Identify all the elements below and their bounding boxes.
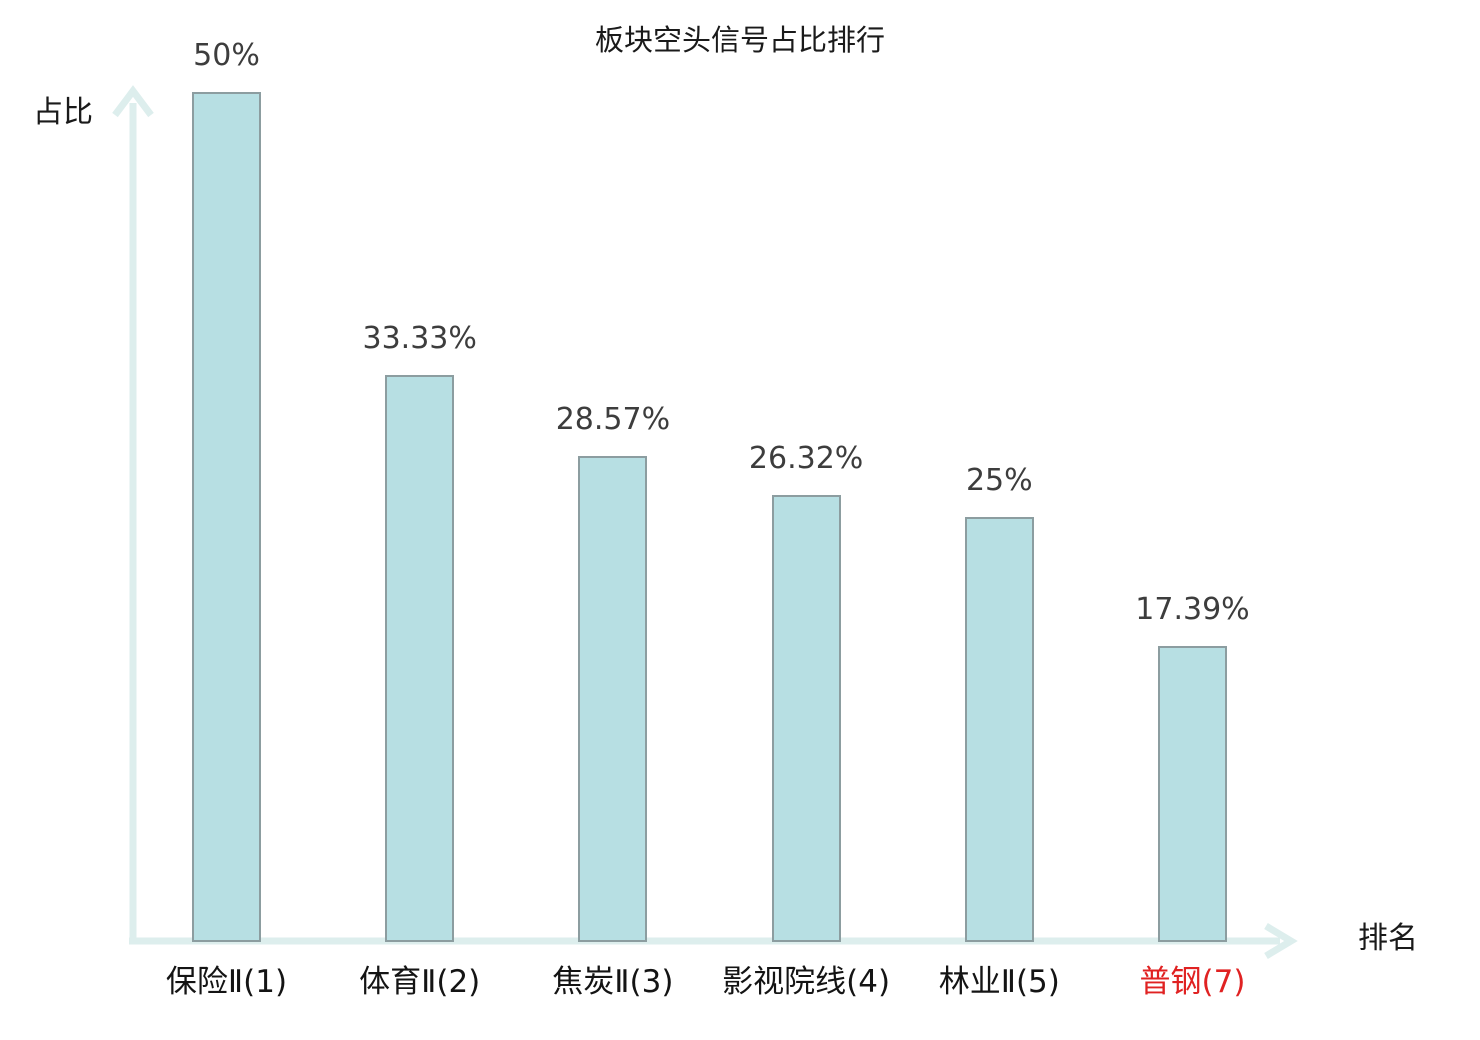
bar-value-label: 26.32%: [748, 440, 864, 476]
bar-value-label: 50%: [193, 38, 260, 73]
bar-category-label: 林业Ⅱ(5): [938, 964, 1060, 1000]
x-axis-label: 排名: [1358, 921, 1418, 956]
y-axis-arrow-icon: [112, 85, 154, 118]
bar-value-label: 25%: [965, 463, 1033, 498]
bar: [578, 456, 648, 942]
bar: [385, 375, 455, 942]
x-axis-arrow-icon: [1264, 922, 1298, 960]
bar-value-label: 33.33%: [362, 321, 477, 357]
bar-value-label: 17.39%: [1135, 592, 1250, 628]
bar-value-label: 28.57%: [555, 402, 671, 438]
bar: [192, 92, 261, 942]
bar-category-label: 焦炭Ⅱ(3): [552, 964, 674, 1000]
bar: [964, 517, 1034, 942]
y-axis-label: 占比: [33, 95, 93, 130]
bar: [1158, 646, 1227, 942]
bar-category-label: 影视院线(4): [722, 964, 891, 1000]
bar-category-label: 体育Ⅱ(2): [359, 964, 481, 1000]
bar: [771, 494, 841, 942]
chart-title: 板块空头信号占比排行: [594, 23, 885, 57]
bar-category-label: 保险Ⅱ(1): [165, 964, 288, 1000]
bar-category-label: 普钢(7): [1139, 964, 1246, 1000]
